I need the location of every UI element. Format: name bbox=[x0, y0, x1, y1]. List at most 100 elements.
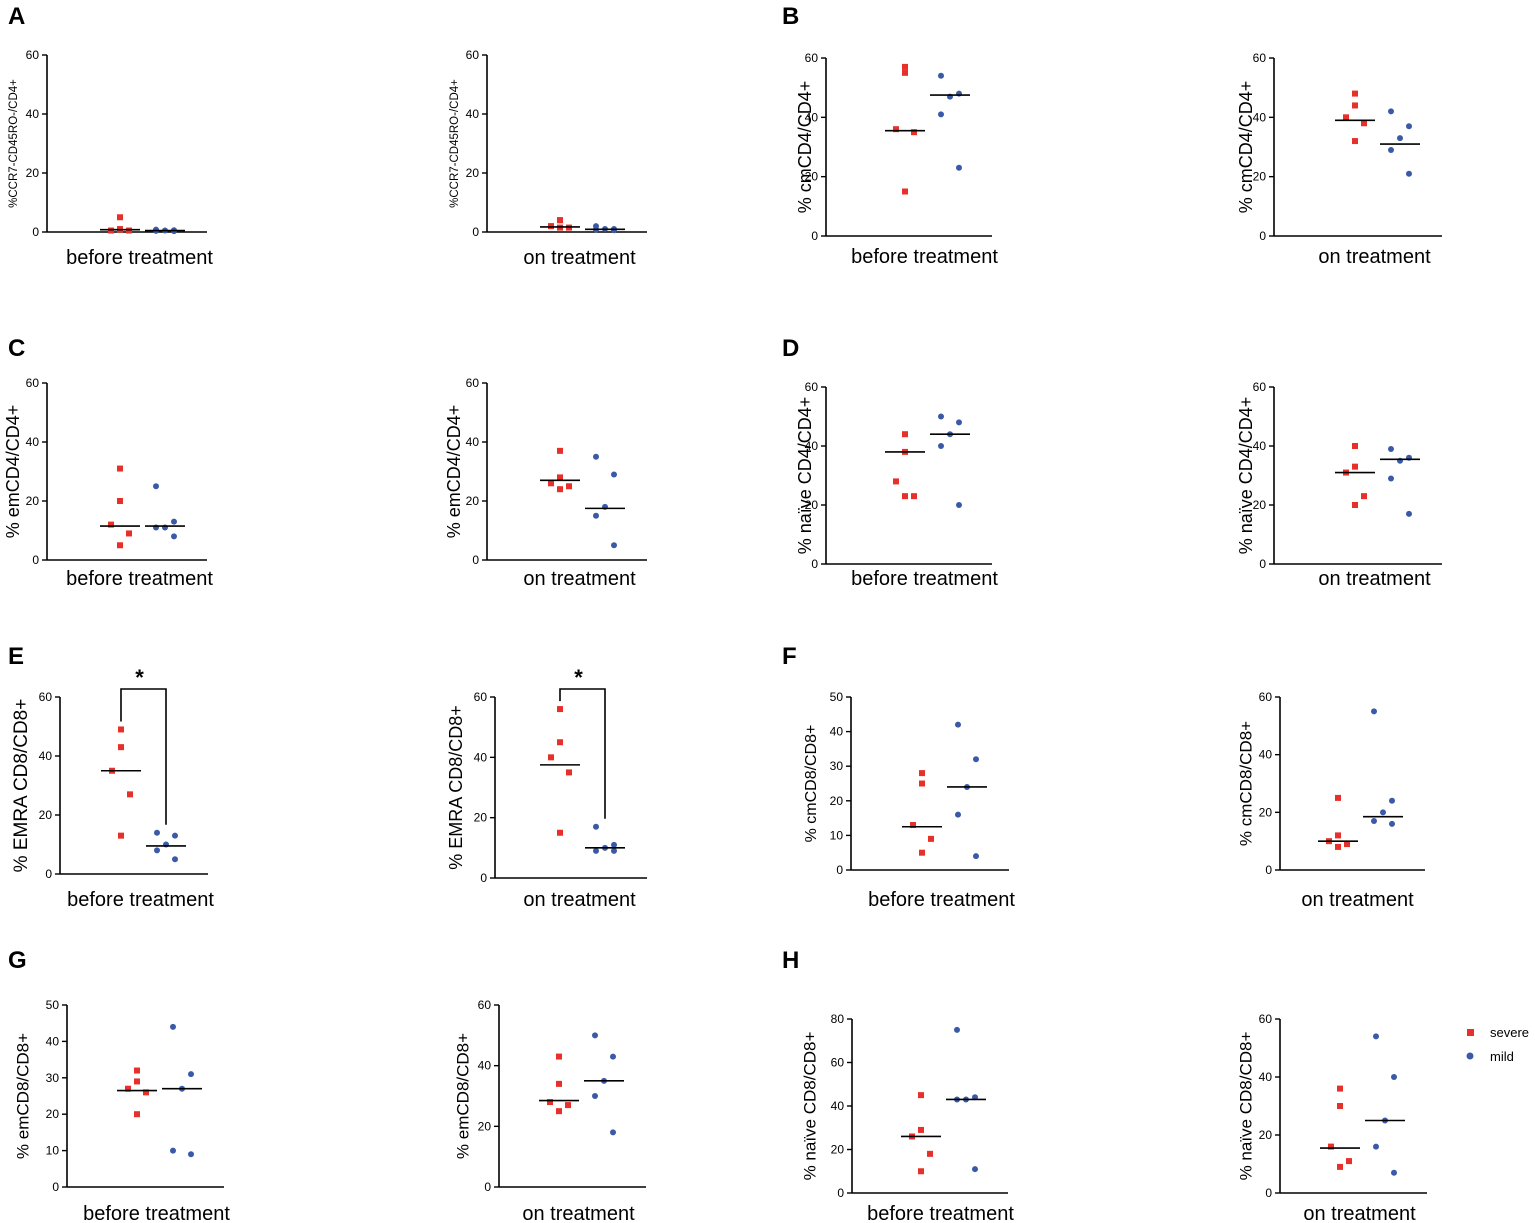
y-tick-label: 0 bbox=[484, 1180, 491, 1194]
x-axis-label: on treatment bbox=[523, 568, 636, 590]
data-point-mild bbox=[611, 471, 617, 478]
y-axis-title: % naïve CD4/CD4+ bbox=[1236, 397, 1256, 555]
data-point-severe bbox=[1361, 493, 1367, 500]
legend: severe mild bbox=[1466, 1025, 1529, 1064]
plot-a-on: 0 20 40 60 %CCR7-CD45RO-/CD4+ on treatment bbox=[449, 48, 647, 269]
data-point-severe bbox=[1352, 90, 1358, 97]
y-tick-label: 30 bbox=[46, 1071, 60, 1085]
y-tick-label: 0 bbox=[837, 1186, 844, 1200]
y-tick-label: 80 bbox=[831, 1012, 845, 1026]
y-tick-label: 40 bbox=[46, 1034, 60, 1048]
y-axis-title: % emCD4/CD4+ bbox=[444, 405, 464, 539]
y-tick-label: 30 bbox=[830, 759, 844, 773]
y-tick-label: 60 bbox=[26, 376, 40, 390]
significance-bracket bbox=[559, 688, 606, 819]
plot-d-before: 0 20 40 60 % naïve CD4/CD4+ before treatment bbox=[795, 380, 999, 590]
data-point-severe bbox=[1328, 1143, 1334, 1150]
y-tick-label: 60 bbox=[805, 380, 819, 394]
x-axis-label: on treatment bbox=[523, 889, 636, 911]
data-point-severe bbox=[117, 214, 123, 221]
data-point-severe bbox=[548, 223, 554, 230]
data-point-mild bbox=[154, 847, 160, 854]
y-tick-label: 60 bbox=[1253, 51, 1267, 65]
data-point-severe bbox=[126, 227, 132, 234]
data-point-severe bbox=[902, 63, 908, 70]
y-tick-label: 60 bbox=[466, 48, 480, 62]
data-point-mild bbox=[956, 502, 962, 508]
data-point-severe bbox=[927, 1150, 933, 1157]
panel-letter-e: E bbox=[8, 643, 24, 670]
y-tick-label: 20 bbox=[1259, 805, 1273, 819]
y-tick-label: 40 bbox=[830, 725, 844, 739]
y-tick-label: 0 bbox=[480, 871, 487, 885]
data-point-severe bbox=[566, 769, 572, 776]
data-point-mild bbox=[171, 518, 177, 525]
y-tick-label: 20 bbox=[46, 1107, 60, 1121]
data-point-severe bbox=[902, 188, 908, 195]
panel-letter-g: G bbox=[8, 947, 27, 974]
y-tick-label: 60 bbox=[39, 690, 53, 704]
data-point-severe bbox=[1335, 794, 1341, 801]
y-tick-label: 40 bbox=[39, 749, 53, 763]
data-point-severe bbox=[1352, 463, 1358, 470]
data-point-severe bbox=[548, 480, 554, 487]
y-tick-label: 0 bbox=[1265, 1186, 1272, 1200]
data-point-severe bbox=[108, 227, 114, 234]
y-tick-label: 0 bbox=[32, 225, 39, 239]
data-point-mild bbox=[956, 164, 962, 171]
data-point-mild bbox=[611, 227, 617, 234]
panel-letter-a: A bbox=[8, 3, 25, 30]
data-point-mild bbox=[170, 1023, 176, 1030]
data-point-severe bbox=[117, 465, 123, 472]
y-tick-label: 20 bbox=[1253, 498, 1267, 512]
data-point-mild bbox=[1371, 708, 1377, 715]
data-point-severe bbox=[918, 1126, 924, 1133]
x-axis-label: on treatment bbox=[1301, 889, 1414, 911]
data-point-severe bbox=[548, 754, 554, 761]
data-point-severe bbox=[556, 1080, 562, 1087]
panel-letter-f: F bbox=[782, 643, 797, 670]
plot-h-before: 0 20 40 60 80 % naïve CD8/CD8+ before treatmen… bbox=[800, 1012, 1014, 1223]
y-tick-label: 50 bbox=[830, 690, 844, 704]
legend-mild-marker bbox=[1466, 1052, 1474, 1060]
y-tick-label: 0 bbox=[45, 867, 52, 881]
plot-a-before: 0 20 40 60 %CCR7-CD45RO-/CD4+ before treatmen… bbox=[8, 48, 213, 269]
data-point-mild bbox=[954, 1026, 960, 1033]
y-tick-label: 20 bbox=[478, 1119, 492, 1133]
data-point-severe bbox=[1352, 138, 1358, 145]
y-tick-label: 20 bbox=[805, 498, 819, 512]
panel-letter-c: C bbox=[8, 335, 25, 362]
plot-b-on: 0 20 40 60 % cmCD4/CD4+ on treatment bbox=[1236, 51, 1442, 268]
data-point-mild bbox=[172, 856, 178, 863]
data-point-severe bbox=[117, 498, 123, 504]
data-point-mild bbox=[1406, 170, 1412, 177]
plot-c-on: 0 20 40 60 % emCD4/CD4+ on treatment bbox=[444, 376, 647, 590]
data-point-mild bbox=[172, 832, 178, 839]
x-axis-label: before treatment bbox=[867, 1203, 1014, 1223]
y-tick-label: 40 bbox=[26, 435, 40, 449]
y-axis-title: % naïve CD8/CD8+ bbox=[1236, 1032, 1255, 1181]
data-point-severe bbox=[902, 493, 908, 500]
data-point-severe bbox=[918, 1092, 924, 1099]
data-point-severe bbox=[1337, 1085, 1343, 1092]
data-point-mild bbox=[1373, 1143, 1379, 1150]
legend-mild-label: mild bbox=[1490, 1049, 1514, 1064]
y-axis-title: % emCD8/CD8+ bbox=[13, 1033, 32, 1159]
plot-f-before: 0 10 20 30 40 50 % cmCD8/CD8+ before treatment bbox=[803, 690, 1015, 911]
data-point-mild bbox=[610, 1129, 616, 1136]
data-point-severe bbox=[557, 739, 563, 746]
data-point-severe bbox=[1335, 843, 1341, 850]
data-point-mild bbox=[1397, 135, 1403, 142]
x-axis-label: on treatment bbox=[1318, 568, 1431, 590]
data-point-severe bbox=[118, 832, 124, 839]
data-point-severe bbox=[918, 1168, 924, 1175]
data-point-mild bbox=[1406, 510, 1412, 517]
data-point-severe bbox=[1352, 502, 1358, 508]
data-point-mild bbox=[1406, 123, 1412, 130]
data-point-mild bbox=[1388, 475, 1394, 482]
data-point-mild bbox=[938, 72, 944, 79]
y-tick-label: 40 bbox=[478, 1059, 492, 1073]
y-tick-label: 0 bbox=[32, 553, 39, 567]
data-point-severe bbox=[1335, 832, 1341, 839]
x-axis-label: on treatment bbox=[522, 1203, 635, 1223]
